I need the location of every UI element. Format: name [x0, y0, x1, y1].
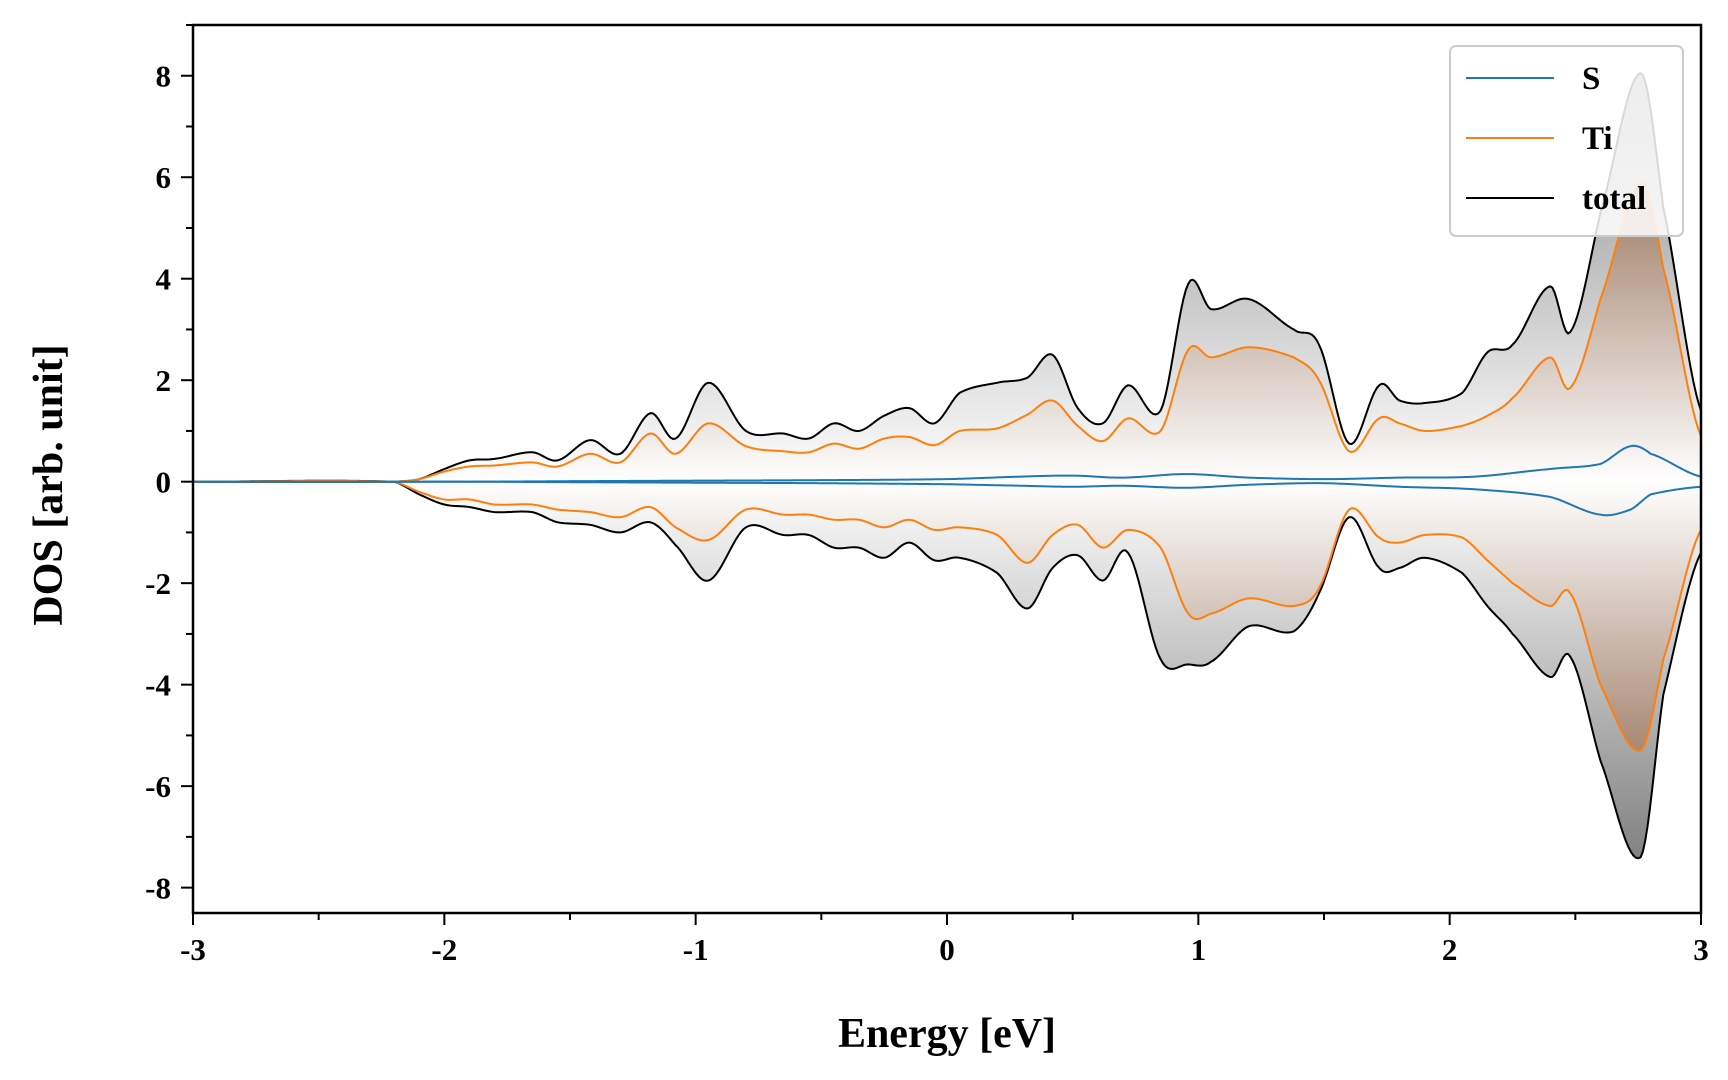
line-ti-spin-up — [193, 181, 1701, 483]
y-tick-label: 2 — [156, 363, 172, 398]
x-tick-label: 1 — [1191, 932, 1207, 967]
legend: S Ti total — [1449, 45, 1684, 237]
fill-total-spin-up — [193, 73, 1701, 482]
legend-label-total: total — [1582, 181, 1646, 217]
y-tick-label: -2 — [145, 566, 171, 601]
x-axis-label: Energy [eV] — [838, 1011, 1056, 1057]
y-axis-label: DOS [arb. unit] — [26, 344, 72, 625]
line-total-spin-up — [193, 72, 1701, 483]
legend-label-ti: Ti — [1582, 121, 1613, 157]
line-ti-spin-down — [193, 479, 1701, 752]
y-tick-label: 6 — [156, 160, 172, 195]
x-tick-label: 3 — [1693, 932, 1709, 967]
y-tick-label: -6 — [145, 769, 171, 804]
y-tick-label: 4 — [156, 262, 172, 297]
y-tick-label: -8 — [145, 871, 171, 906]
y-tick-label: 0 — [156, 465, 172, 500]
x-tick-label: 0 — [939, 932, 955, 967]
series-lines-group — [193, 72, 1701, 860]
x-tick-label: -3 — [180, 932, 206, 967]
x-tick-label: -2 — [431, 932, 457, 967]
fill-ti-spin-down — [193, 480, 1701, 751]
x-tick-label: 2 — [1442, 932, 1458, 967]
line-total-spin-down — [193, 479, 1701, 860]
fill-ti-spin-up — [193, 182, 1701, 482]
x-axis: -3 -2 -1 0 1 2 3 — [180, 913, 1709, 967]
x-tick-label: -1 — [683, 932, 709, 967]
line-s-spin-down — [193, 480, 1701, 517]
y-axis: -8 -6 -4 -2 0 2 4 6 8 — [145, 24, 193, 906]
y-tick-label: -4 — [145, 668, 171, 703]
y-tick-label: 8 — [156, 59, 172, 94]
legend-box — [1449, 45, 1684, 237]
legend-label-s: S — [1582, 61, 1600, 97]
